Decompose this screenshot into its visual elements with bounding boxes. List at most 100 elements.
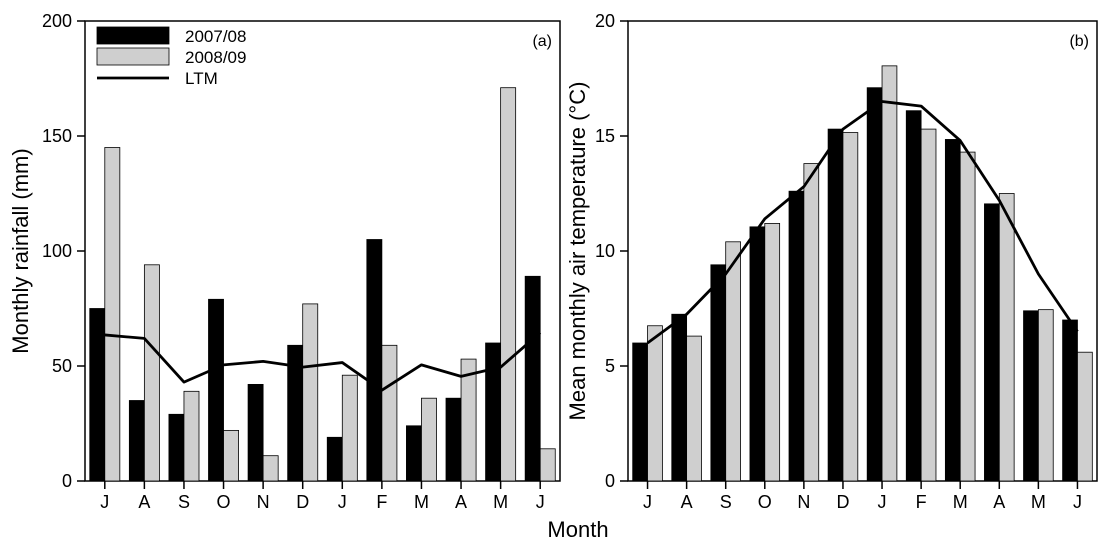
y-tick-label: 100 — [42, 241, 72, 261]
bar-series-1 — [1023, 310, 1039, 482]
bar-series-2 — [1037, 309, 1054, 482]
bar-series-2 — [998, 193, 1015, 482]
bar-series-1 — [445, 397, 462, 482]
x-tick-label: S — [178, 492, 190, 512]
x-tick-label: J — [643, 492, 652, 512]
panel-b-temperature: 0 5 10 15 20 J A S O N D J F M A M J (b) Mean monthly air … — [565, 11, 1098, 512]
bar-series-2 — [647, 325, 663, 482]
legend-label: 2008/09 — [185, 48, 246, 67]
bar-series-2 — [223, 429, 239, 482]
bar-series-1 — [128, 400, 145, 482]
x-tick-label: M — [493, 492, 508, 512]
bar-series-1 — [326, 436, 343, 482]
legend-label: LTM — [185, 69, 218, 88]
bar-series-1 — [366, 239, 383, 482]
y-axis-title: Monthly rainfall (mm) — [8, 148, 33, 353]
legend: 2007/08 2008/09 LTM — [96, 26, 246, 88]
x-tick-label: A — [455, 492, 467, 512]
bar-series-2 — [381, 344, 398, 482]
y-tick-label: 200 — [42, 11, 72, 31]
bar-series-2 — [959, 151, 976, 482]
y-tick-label: 10 — [595, 241, 615, 261]
x-tick-label: F — [916, 492, 927, 512]
y-tick-label: 0 — [62, 471, 72, 491]
legend-swatch — [96, 26, 170, 45]
x-tick-label: N — [257, 492, 270, 512]
x-tick-label: D — [836, 492, 849, 512]
x-tick-label: O — [758, 492, 772, 512]
x-tick-label: O — [217, 492, 231, 512]
bar-series-2 — [460, 358, 477, 482]
bar-series-2 — [341, 374, 358, 482]
bar-series-1 — [905, 110, 922, 482]
bar-series-2 — [262, 455, 279, 482]
x-tick-label: J — [878, 492, 887, 512]
x-tick-label: J — [1073, 492, 1082, 512]
bar-series-2 — [842, 132, 859, 482]
bar-series-2 — [764, 222, 781, 482]
x-tick-label: M — [953, 492, 968, 512]
y-axis-title: Mean monthly air temperature (°C) — [565, 82, 590, 421]
legend-item: 2007/08 — [96, 26, 246, 46]
x-tick-label: F — [376, 492, 387, 512]
bar-series-1 — [944, 139, 961, 482]
bar-series-2 — [143, 264, 160, 482]
bar-series-2 — [539, 448, 556, 482]
bar-series-1 — [208, 298, 224, 482]
panel-a-rainfall: 0 50 100 150 200 J A S O N D J F M A M J (a) Monthly rainf… — [8, 11, 561, 512]
bar-series-1 — [788, 190, 805, 482]
y-tick-label: 5 — [605, 356, 615, 376]
bar-series-2 — [686, 335, 702, 482]
panel-label: (b) — [1069, 33, 1089, 50]
legend-item: 2008/09 — [96, 47, 246, 67]
x-tick-label: S — [720, 492, 732, 512]
bar-series-1 — [89, 308, 106, 482]
x-tick-label: J — [536, 492, 545, 512]
legend-item: LTM — [97, 69, 218, 88]
bar-series-1 — [1062, 319, 1078, 482]
x-tick-label: A — [138, 492, 150, 512]
y-tick-label: 15 — [595, 126, 615, 146]
bar-series-1 — [524, 275, 541, 482]
x-tick-label: N — [797, 492, 810, 512]
x-tick-label: J — [100, 492, 109, 512]
bar-series-1 — [866, 87, 883, 482]
bar-series-1 — [632, 342, 648, 482]
bar-series-1 — [749, 226, 766, 482]
x-tick-label: A — [681, 492, 693, 512]
bar-series-1 — [710, 264, 727, 482]
bar-series-1 — [827, 128, 844, 482]
bar-series-2 — [104, 147, 121, 482]
y-tick-label: 50 — [52, 356, 72, 376]
x-tick-label: M — [1031, 492, 1046, 512]
bar-series-1 — [247, 383, 264, 482]
panel-label: (a) — [532, 33, 552, 50]
x-axis-title: Month — [547, 517, 608, 542]
bar-series-2 — [500, 87, 517, 482]
bar-series-1 — [984, 203, 1000, 482]
bar-series-2 — [183, 390, 200, 482]
bar-series-1 — [168, 413, 185, 482]
bar-series-2 — [803, 163, 820, 482]
bar-series-2 — [920, 128, 937, 482]
bar-series-2 — [881, 65, 898, 482]
bar-series-1 — [406, 425, 422, 482]
y-tick-label: 20 — [595, 11, 615, 31]
legend-label: 2007/08 — [185, 27, 246, 46]
bar-series-1 — [485, 342, 502, 482]
bar-series-2 — [302, 303, 319, 482]
y-tick-label: 0 — [605, 471, 615, 491]
x-tick-label: J — [338, 492, 347, 512]
x-tick-label: A — [993, 492, 1005, 512]
x-tick-label: D — [296, 492, 309, 512]
legend-swatch — [96, 47, 170, 66]
bar-series-2 — [421, 397, 437, 482]
bar-series-2 — [1077, 351, 1093, 482]
x-tick-label: M — [414, 492, 429, 512]
bar-series-1 — [671, 313, 688, 482]
ltm-line — [646, 100, 1079, 345]
ltm-line — [104, 331, 542, 392]
bar-series-2 — [725, 241, 741, 482]
